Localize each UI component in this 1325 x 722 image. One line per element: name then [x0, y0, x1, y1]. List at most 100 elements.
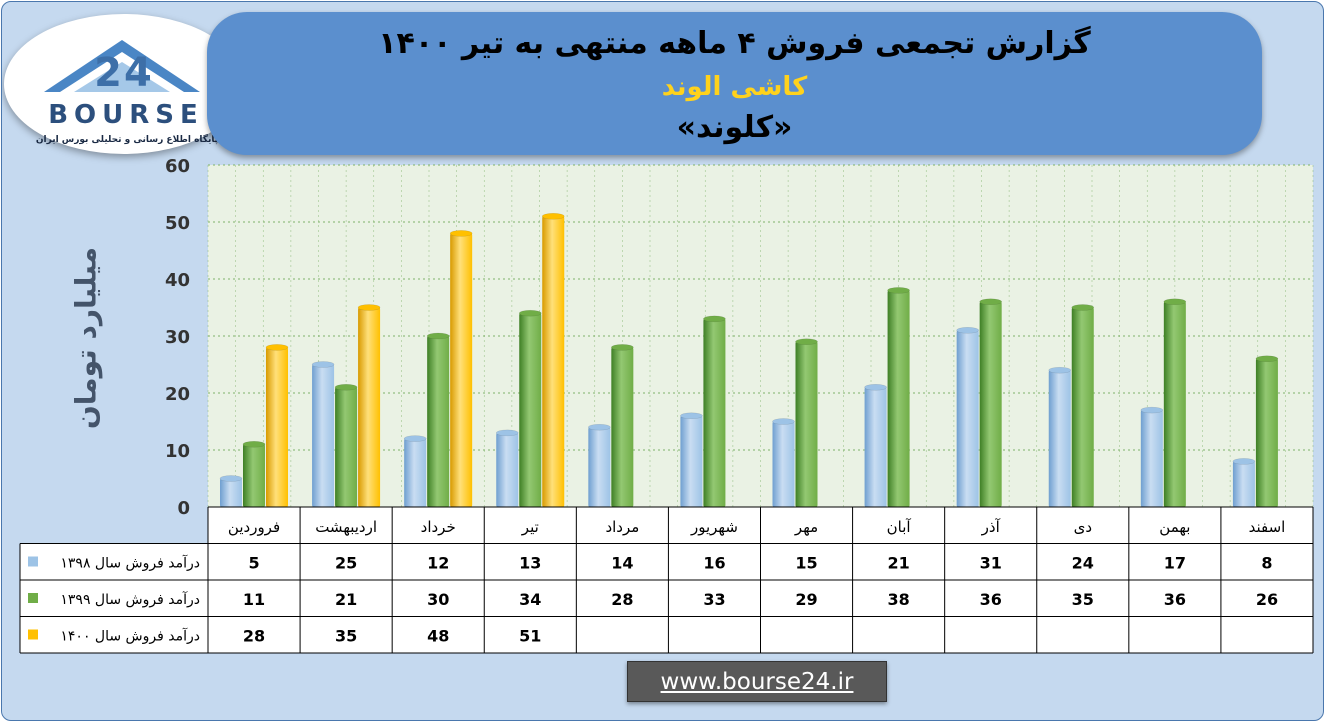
bar-1399-cap — [519, 309, 542, 317]
data-label: 36 — [1164, 590, 1186, 609]
title-line-2: کاشی الوند — [661, 72, 808, 102]
bar-1399-cap — [1255, 355, 1279, 363]
bar-1399-cap — [334, 384, 358, 391]
bar-1399-body — [887, 290, 910, 507]
bar-1398-body — [864, 387, 887, 507]
data-label: 35 — [335, 627, 357, 646]
bar-1399-body — [611, 347, 634, 507]
bar-1398-cap — [496, 429, 519, 437]
data-label: 31 — [980, 554, 1002, 573]
bar-1398-body — [680, 415, 703, 507]
logo-tagline: پایگاه اطلاع رسانی و تحلیلی بورس ایران — [35, 135, 219, 145]
bar-1399 — [887, 287, 910, 507]
bar-1398-cap — [588, 423, 611, 431]
bar-1398 — [1048, 366, 1071, 507]
bar-1398-body — [1232, 461, 1255, 507]
data-label: 28 — [611, 590, 633, 609]
data-label: 24 — [1072, 554, 1094, 573]
bar-1399 — [979, 298, 1002, 507]
x-tick-label: دی — [1074, 518, 1092, 536]
bar-1398-body — [404, 438, 427, 507]
x-tick-label: تیر — [521, 518, 539, 536]
bar-1398-cap — [956, 327, 979, 334]
y-tick-label: 50 — [165, 213, 190, 234]
legend-label: درآمد فروش سال ۱۳۹۸ — [60, 555, 200, 572]
bar-1399 — [334, 384, 358, 507]
logo-wordmark: BOURSE — [48, 100, 204, 130]
website-footer[interactable]: www.bourse24.ir — [627, 661, 887, 702]
bar-1399 — [1071, 304, 1094, 507]
legend-key — [28, 593, 38, 603]
bar-1398 — [1140, 406, 1164, 507]
data-label: 8 — [1261, 554, 1272, 573]
bar-1400-body — [358, 307, 381, 507]
bar-1398 — [864, 384, 887, 507]
bar-1399-cap — [795, 338, 818, 345]
logo-mark-icon — [44, 40, 200, 92]
y-tick-label: 30 — [165, 327, 190, 348]
bar-1399 — [1163, 298, 1187, 507]
x-tick-label: بهمن — [1159, 518, 1190, 536]
bar-1399-cap — [1163, 298, 1187, 306]
bar-1398 — [403, 435, 427, 507]
bar-1399-body — [1255, 358, 1278, 507]
title-banner: گزارش تجمعی فروش ۴ ماهه منتهی به تیر ۱۴۰… — [207, 12, 1262, 155]
bar-1399-body — [703, 318, 726, 507]
x-tick-label: فروردین — [228, 518, 280, 536]
bar-1398-cap — [219, 475, 243, 482]
data-label: 36 — [980, 590, 1002, 609]
bar-1400 — [265, 344, 289, 507]
bar-1399-body — [979, 301, 1002, 507]
x-tick-label: اسفند — [1249, 518, 1286, 536]
bar-1400-body — [450, 233, 473, 507]
data-label: 25 — [335, 554, 357, 573]
x-tick-label: مرداد — [605, 518, 639, 536]
x-tick-label: آبان — [887, 518, 912, 536]
bar-1399-body — [519, 313, 542, 507]
data-label: 15 — [795, 554, 817, 573]
data-label: 34 — [519, 590, 541, 609]
bar-1399-cap — [703, 315, 726, 323]
bar-1398 — [680, 412, 703, 507]
bar-1398-cap — [1048, 366, 1071, 374]
bar-1398 — [496, 429, 519, 507]
y-tick-label: 40 — [165, 270, 190, 291]
data-label: 16 — [703, 554, 725, 573]
bar-1399-cap — [979, 298, 1002, 306]
bar-1398-body — [772, 421, 795, 507]
bar-1400-cap — [265, 344, 289, 351]
x-tick-label: خرداد — [421, 518, 456, 536]
logo: 24 BOURSE پایگاه اطلاع رسانی و تحلیلی بو… — [4, 14, 244, 154]
website-link[interactable]: www.bourse24.ir — [660, 668, 854, 695]
bar-1398-cap — [864, 384, 887, 391]
bar-1400 — [542, 213, 565, 508]
data-label: 28 — [243, 627, 265, 646]
x-tick-label: مهر — [794, 518, 818, 536]
title-line-1: گزارش تجمعی فروش ۴ ماهه منتهی به تیر ۱۴۰… — [378, 26, 1091, 61]
bar-1398-body — [956, 330, 979, 507]
bar-1399-cap — [426, 332, 450, 340]
bar-1399-cap — [611, 344, 634, 351]
bar-1398-cap — [1232, 458, 1256, 465]
bar-1398-cap — [1140, 406, 1164, 414]
bar-1398 — [588, 423, 611, 507]
x-tick-label: شهریور — [690, 518, 738, 536]
bar-1398 — [772, 418, 795, 507]
legend-label: درآمد فروش سال ۱۴۰۰ — [60, 628, 200, 645]
bar-1398 — [1232, 458, 1256, 507]
bar-1399 — [519, 309, 542, 507]
bar-1399-cap — [242, 441, 266, 448]
legend-key — [28, 629, 38, 640]
legend-label: درآمد فروش سال ۱۳۹۹ — [60, 591, 200, 608]
data-label: 48 — [427, 627, 449, 646]
bar-1400-body — [542, 216, 565, 508]
bar-1398-body — [220, 478, 242, 507]
x-tick-label: آذر — [981, 518, 1001, 536]
bar-1399 — [1255, 355, 1279, 507]
y-tick-label: 20 — [165, 384, 190, 405]
data-label: 30 — [427, 590, 449, 609]
data-label: 26 — [1256, 590, 1278, 609]
data-label: 14 — [611, 554, 633, 573]
bar-1398 — [219, 475, 243, 507]
